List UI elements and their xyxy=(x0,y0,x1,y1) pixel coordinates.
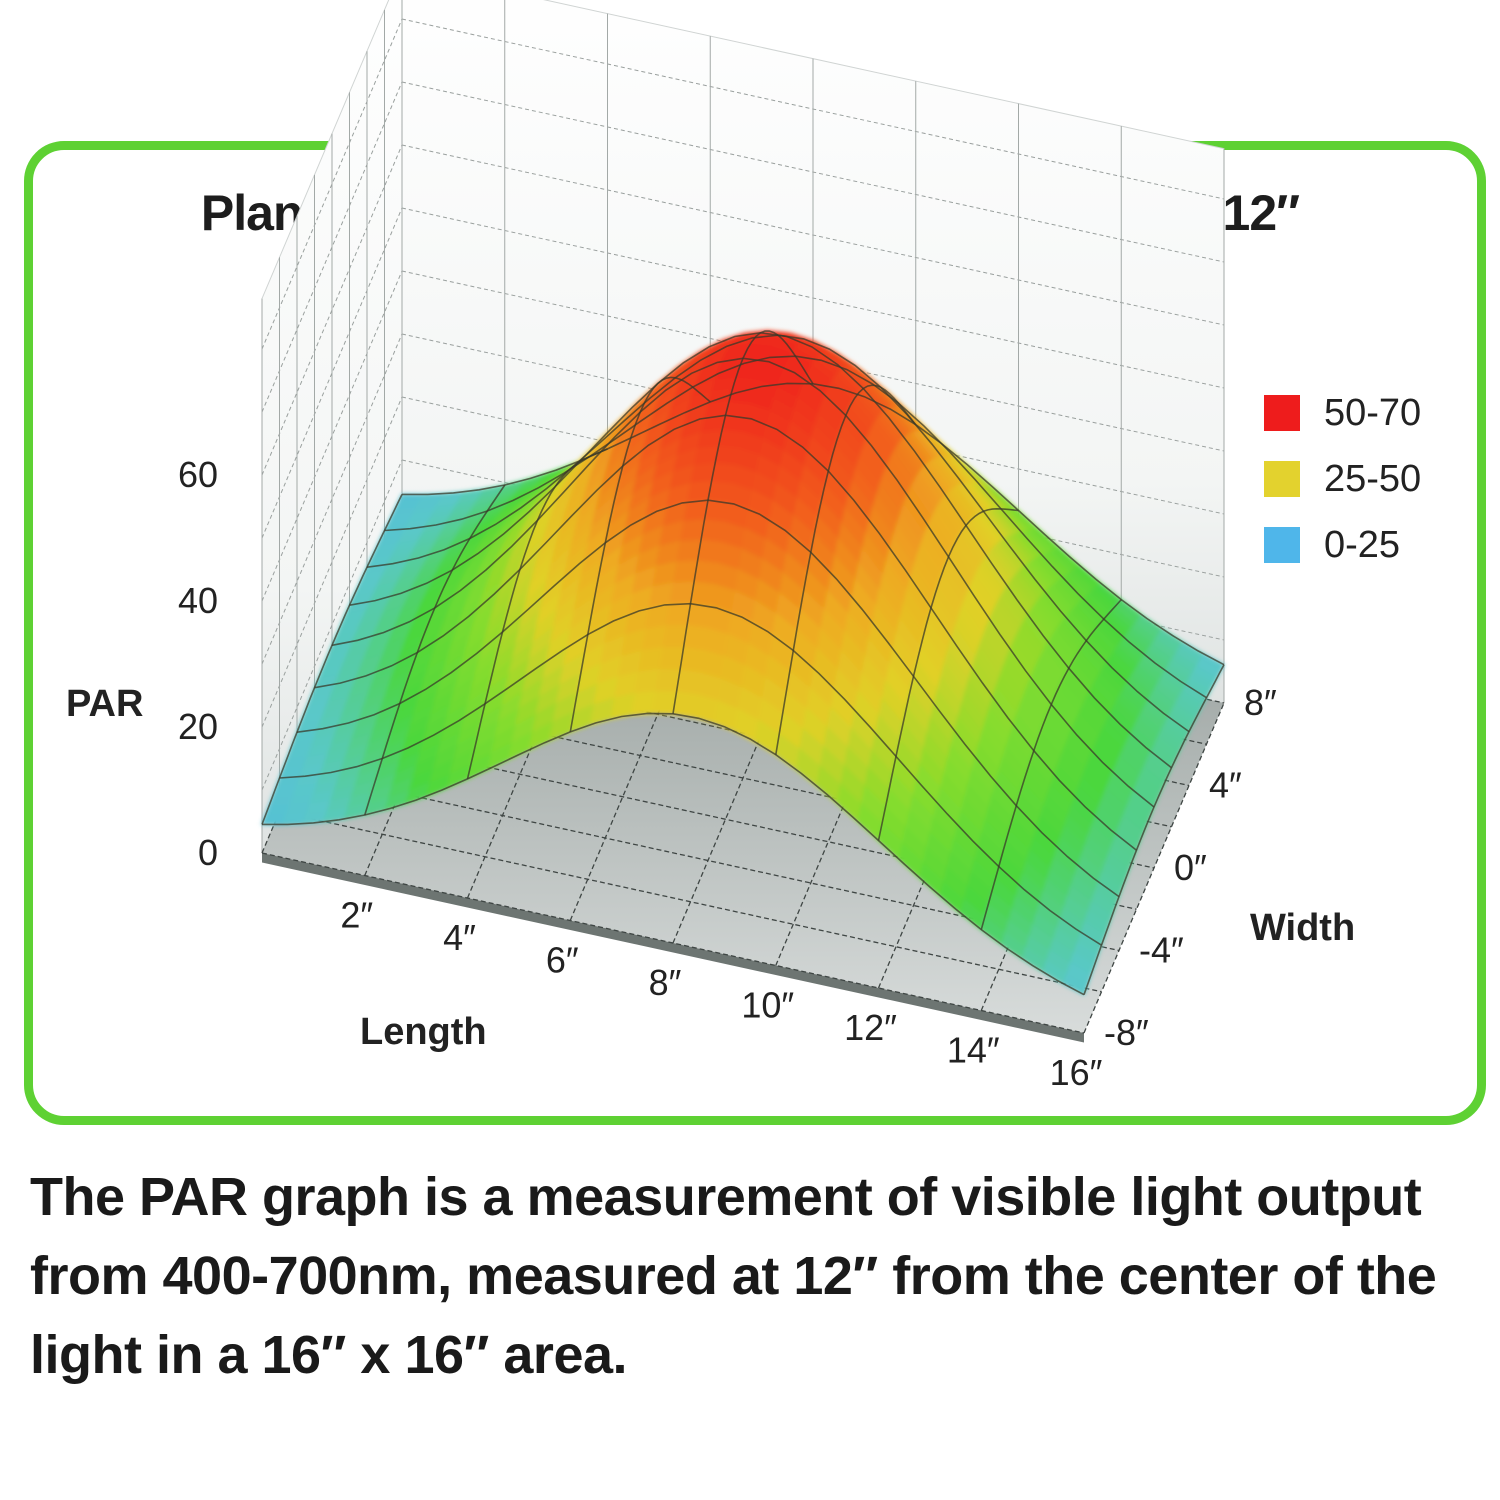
z-tick-label: 40 xyxy=(178,580,218,621)
z-axis-label: PAR xyxy=(66,683,143,725)
mesh-line xyxy=(314,414,1137,851)
left-wall-gridline xyxy=(261,333,403,665)
left-wall-gridline xyxy=(261,18,403,350)
floor-gridline xyxy=(296,769,1120,952)
z-tick-label: 20 xyxy=(178,706,218,747)
legend-label-low: 0-25 xyxy=(1324,523,1401,566)
legend-item-low: 0-25 xyxy=(1264,512,1421,578)
left-wall-gridline xyxy=(261,81,403,413)
mesh-line xyxy=(262,712,1085,996)
z-tick-label: 60 xyxy=(178,454,218,495)
x-tick-label: 12″ xyxy=(844,1007,897,1048)
par-surface xyxy=(261,330,1225,996)
x-axis-label: Length xyxy=(360,1011,487,1053)
left-wall-gridline xyxy=(261,396,403,728)
y-tick-label: 4″ xyxy=(1209,765,1242,806)
floor-edge xyxy=(262,853,1084,1043)
x-tick-label: 10″ xyxy=(741,985,794,1026)
floor-gridline xyxy=(261,852,1085,1034)
x-tick-label: 2″ xyxy=(340,895,373,936)
mesh-line xyxy=(296,499,1120,898)
y-tick-label: 0″ xyxy=(1174,847,1207,888)
caption-text: The PAR graph is a measurement of visibl… xyxy=(30,1167,1437,1385)
mesh-line xyxy=(384,355,1207,699)
legend-item-high: 50-70 xyxy=(1264,380,1421,446)
z-tick-label: 0 xyxy=(198,832,218,873)
legend-label-high: 50-70 xyxy=(1324,391,1422,434)
mesh-line xyxy=(402,382,1225,666)
left-wall-gridline xyxy=(261,459,403,791)
mesh-line xyxy=(349,331,1172,769)
mesh-line xyxy=(279,602,1102,946)
par-surface-plot: 02040602″4″6″8″10″12″14″16″-8″-4″0″4″8″ … xyxy=(66,0,1355,1093)
floor-gridline xyxy=(279,811,1102,993)
legend-swatch-mid xyxy=(1264,461,1300,497)
legend-label-mid: 25-50 xyxy=(1324,457,1422,500)
x-tick-label: 16″ xyxy=(1050,1052,1103,1093)
legend-swatch-low xyxy=(1264,527,1300,563)
left-wall-gridline xyxy=(261,207,403,539)
left-wall-gridline xyxy=(261,270,403,602)
x-tick-label: 4″ xyxy=(443,917,476,958)
surface-mesh xyxy=(261,330,1225,996)
mesh-line xyxy=(366,334,1190,733)
legend: 50-70 25-50 0-25 xyxy=(1264,380,1421,578)
mesh-line xyxy=(331,357,1155,808)
y-tick-label: -4″ xyxy=(1139,930,1184,971)
y-axis-label: Width xyxy=(1250,907,1355,949)
left-wall-gridline xyxy=(261,144,403,476)
y-tick-label: -8″ xyxy=(1104,1012,1149,1053)
x-tick-label: 14″ xyxy=(947,1030,1000,1071)
legend-item-mid: 25-50 xyxy=(1264,446,1421,512)
x-tick-label: 8″ xyxy=(649,962,682,1003)
x-tick-label: 6″ xyxy=(546,940,579,981)
y-tick-label: 8″ xyxy=(1244,682,1277,723)
legend-swatch-high xyxy=(1264,395,1300,431)
